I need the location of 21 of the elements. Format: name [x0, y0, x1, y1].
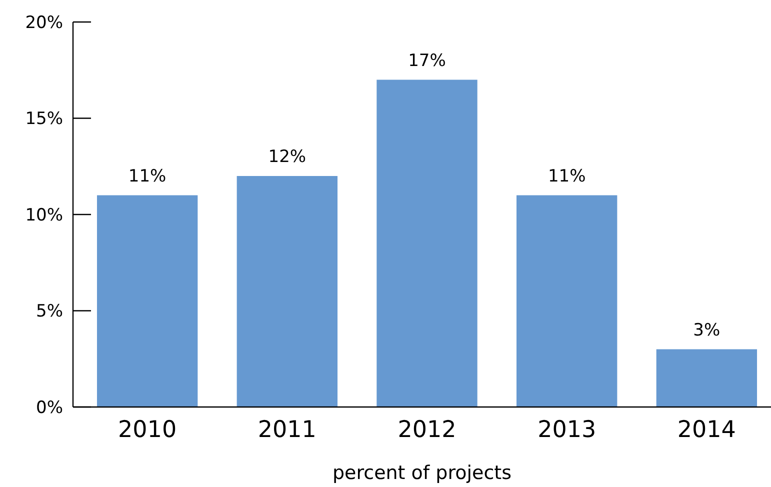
x-tick-label: 2012 — [398, 417, 456, 443]
data-label: 11% — [128, 166, 166, 186]
bar — [236, 176, 338, 407]
x-tick-label: 2010 — [118, 417, 177, 443]
y-tick-label: 20% — [25, 12, 63, 33]
bar — [656, 349, 758, 407]
data-label: 3% — [693, 320, 720, 340]
y-tick-label: 5% — [36, 302, 63, 322]
bar — [376, 80, 478, 407]
y-tick-label: 15% — [25, 109, 63, 130]
data-label: 17% — [408, 50, 446, 71]
bar — [516, 195, 618, 407]
y-tick-label: 10% — [25, 205, 63, 226]
x-tick-label: 2013 — [538, 417, 596, 443]
data-label: 12% — [268, 147, 306, 167]
bar — [96, 195, 198, 407]
x-axis-title: percent of projects — [332, 462, 512, 484]
x-tick-label: 2011 — [258, 417, 316, 443]
x-tick-label: 2014 — [677, 417, 736, 443]
data-label: 11% — [548, 166, 586, 186]
y-tick-label: 0% — [36, 398, 63, 418]
